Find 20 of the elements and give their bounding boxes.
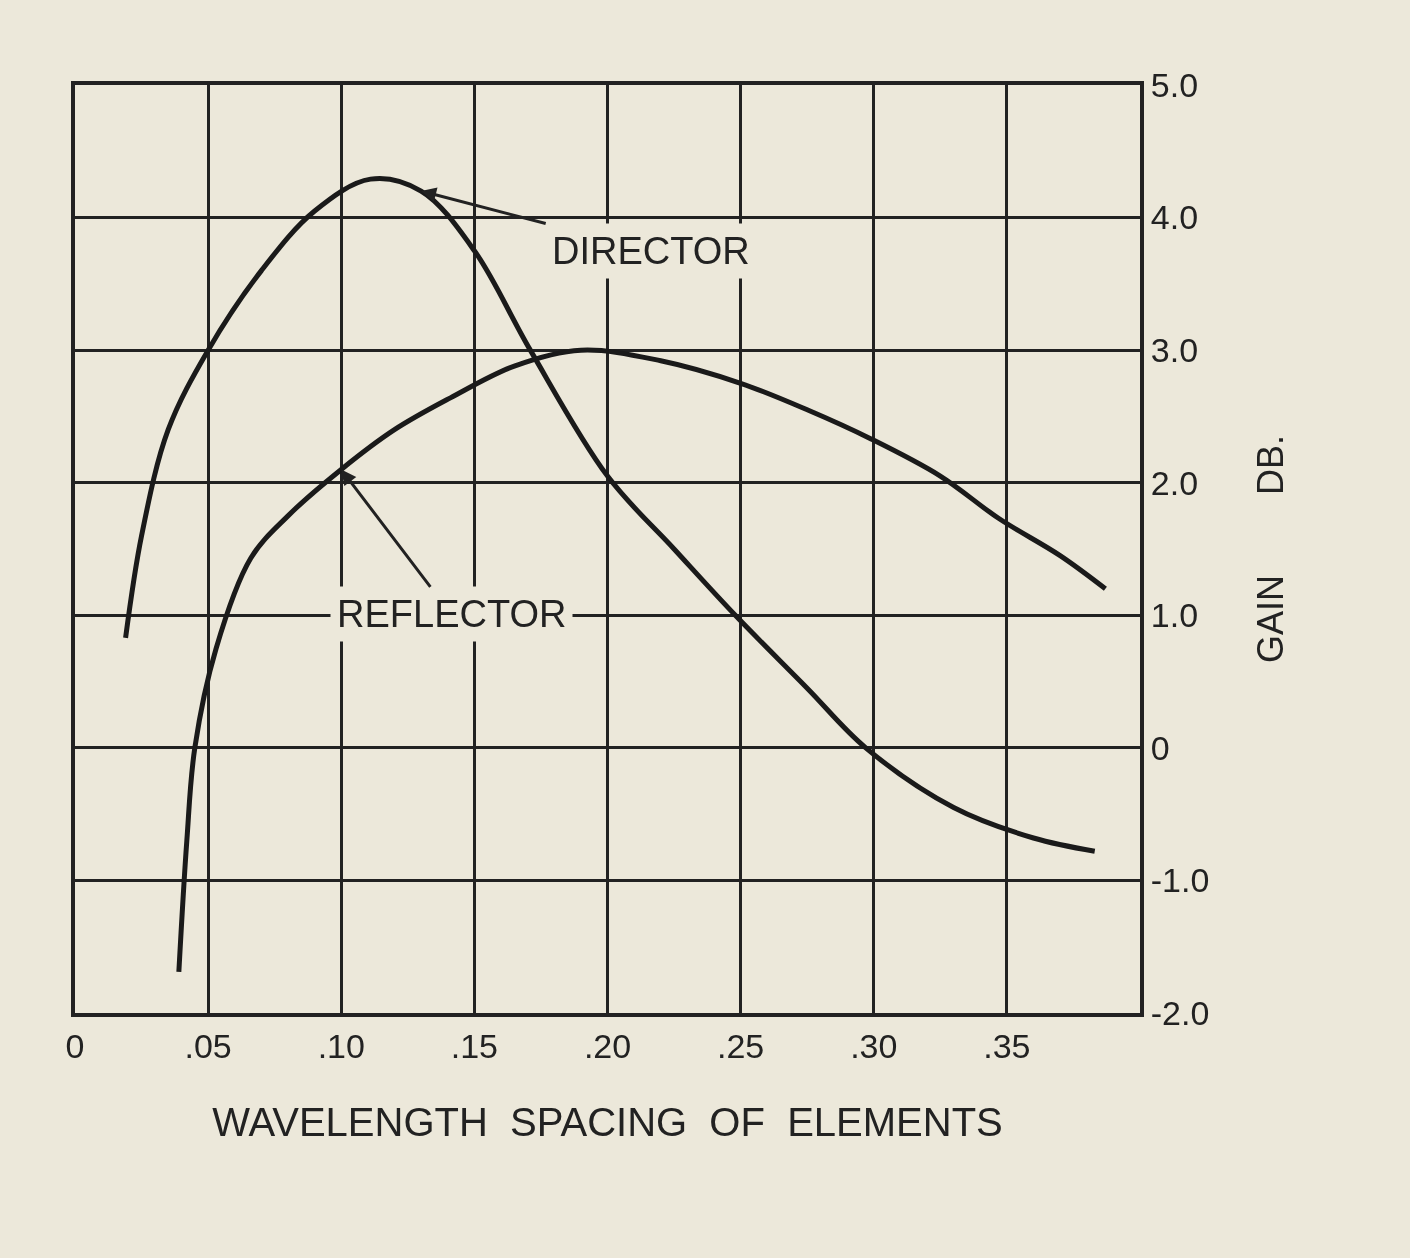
x-tick-label: .15 [450,1026,499,1065]
x-tick-label: .05 [184,1026,232,1065]
x-tick-label: 0 [65,1026,85,1065]
y-tick-label: 3.0 [1150,331,1199,370]
y-tick-label: 2.0 [1150,463,1199,502]
x-tick-label: .20 [583,1026,632,1065]
y-tick-label: 4.0 [1150,198,1199,237]
x-tick-label: .10 [317,1026,365,1065]
x-tick-label: .30 [850,1026,898,1065]
x-tick-label: .35 [983,1026,1031,1065]
annotation: REFLECTOR [337,593,567,635]
y-tick-label: 1.0 [1150,596,1199,635]
y-tick-label: 5.0 [1150,65,1199,104]
y-axis-title: GAIN DB. [1249,434,1291,664]
annotation: DIRECTOR [552,230,750,272]
x-axis-title: WAVELENGTH SPACING OF ELEMENTS [212,1099,1003,1144]
y-tick-label: -2.0 [1150,993,1210,1032]
x-tick-label: .25 [717,1026,765,1065]
y-tick-label: 0 [1150,728,1170,767]
y-tick-label: -1.0 [1150,861,1210,900]
